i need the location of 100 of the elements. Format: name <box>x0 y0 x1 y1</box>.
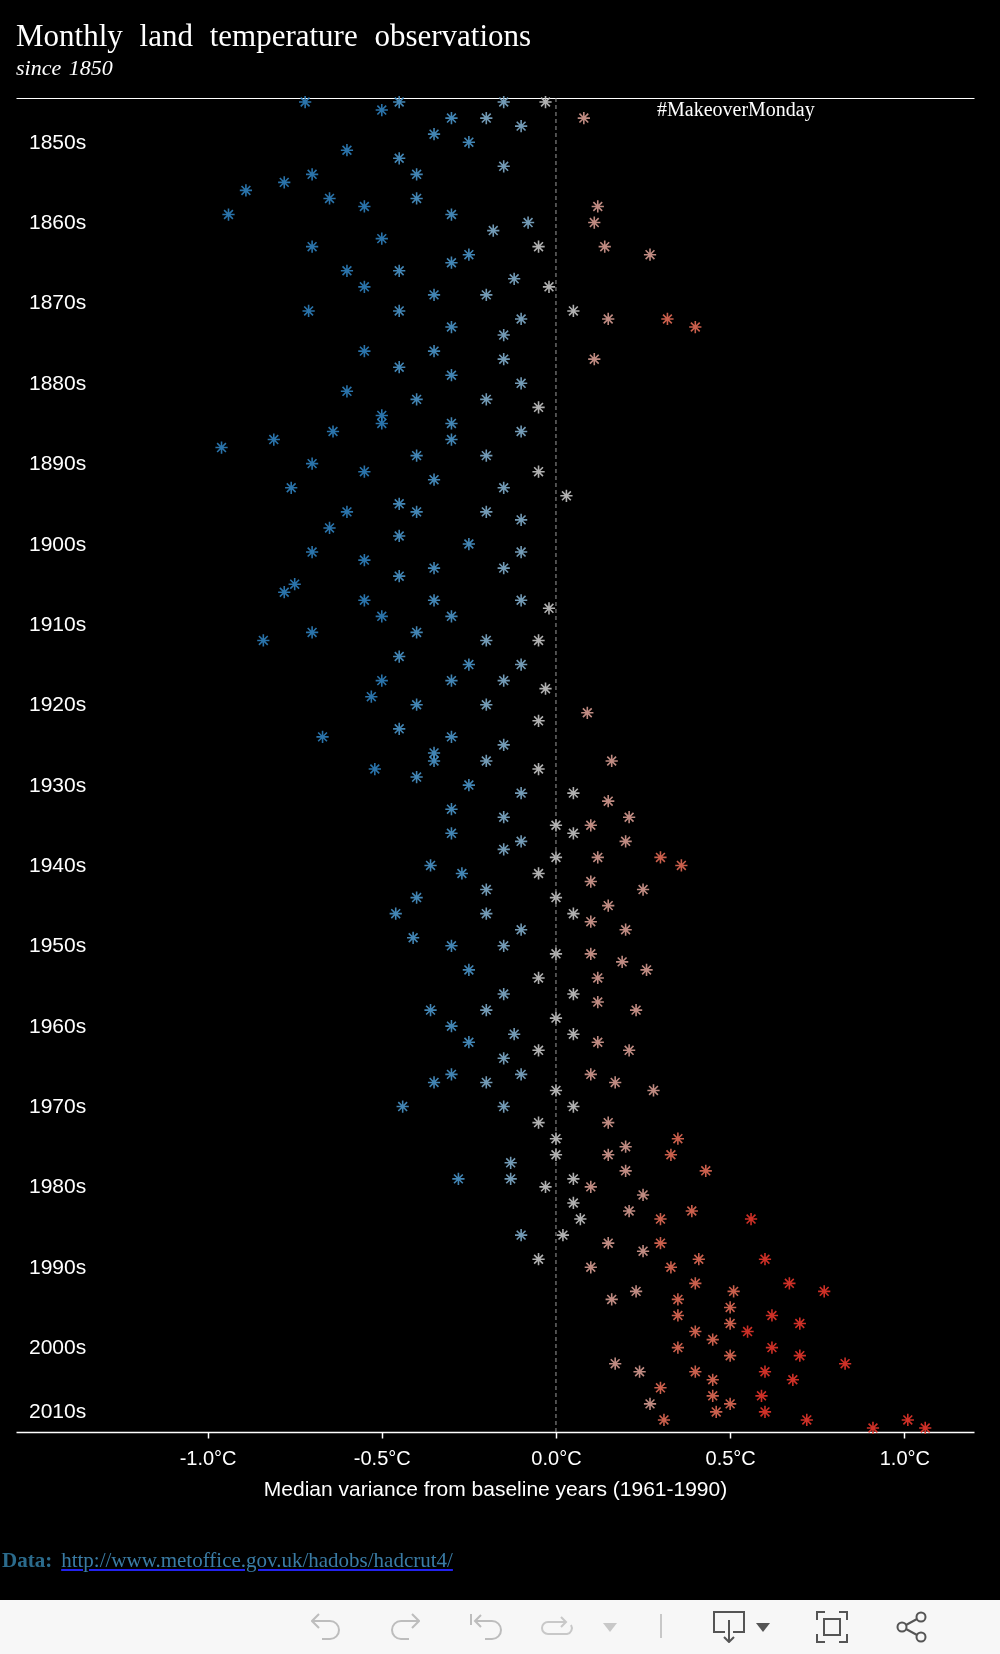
point <box>583 1260 598 1275</box>
point <box>653 1380 668 1395</box>
point <box>639 963 654 977</box>
point <box>427 746 441 760</box>
point <box>670 1292 685 1307</box>
x-tick-label: 0.5°C <box>705 1446 756 1469</box>
annotation: #MakeoverMonday <box>657 98 815 120</box>
point <box>740 1324 755 1339</box>
point <box>514 593 529 608</box>
point <box>622 1043 637 1058</box>
point <box>461 657 476 672</box>
point <box>688 320 703 334</box>
y-tick-label: 1910s <box>29 611 87 635</box>
point <box>866 1421 880 1435</box>
point <box>590 995 605 1009</box>
point <box>479 287 494 302</box>
point <box>531 464 546 479</box>
point <box>444 320 459 334</box>
point <box>531 1115 546 1130</box>
point <box>580 705 595 720</box>
point <box>357 464 372 479</box>
point <box>256 633 271 648</box>
point <box>284 480 299 495</box>
point <box>604 754 619 768</box>
point <box>629 1003 644 1018</box>
point <box>601 1147 616 1162</box>
point <box>792 1348 807 1363</box>
point <box>660 312 675 326</box>
point <box>479 111 494 126</box>
y-tick-label: 1850s <box>29 129 87 153</box>
point <box>357 279 372 294</box>
text: http://www.metoffice.gov.uk/hadobs/hadcrut4/ <box>61 1548 453 1572</box>
point <box>444 729 459 744</box>
point <box>723 1348 738 1363</box>
point <box>566 906 581 921</box>
point <box>409 504 424 519</box>
point <box>322 521 337 535</box>
point <box>566 1196 581 1210</box>
point <box>479 448 494 463</box>
point <box>653 850 668 865</box>
point <box>395 1099 410 1114</box>
point <box>479 1003 494 1018</box>
point <box>503 1171 518 1186</box>
point <box>503 1155 518 1170</box>
point <box>514 312 529 326</box>
point <box>340 504 354 519</box>
y-tick-label: 1940s <box>29 852 87 876</box>
point <box>618 834 633 849</box>
point <box>587 215 602 230</box>
point <box>374 231 389 246</box>
point <box>444 416 459 431</box>
point <box>496 1051 511 1066</box>
y-tick-label: 1980s <box>29 1174 87 1198</box>
point <box>688 1324 703 1339</box>
point <box>214 440 229 455</box>
point <box>514 834 529 849</box>
point <box>479 392 494 407</box>
point <box>427 472 441 487</box>
point <box>514 1067 529 1082</box>
point <box>427 754 441 768</box>
point <box>758 1364 772 1379</box>
point <box>583 914 598 929</box>
point <box>542 601 556 616</box>
chart-subtitle: since 1850 <box>16 55 113 80</box>
point <box>305 167 320 182</box>
point <box>758 1404 772 1419</box>
y-tick-label: 1880s <box>29 370 87 394</box>
point <box>507 1027 522 1042</box>
point <box>277 175 292 190</box>
x-tick-label: -1.0°C <box>179 1446 237 1469</box>
point <box>367 762 382 776</box>
point <box>765 1308 779 1323</box>
point <box>531 239 546 254</box>
point <box>461 778 476 793</box>
point <box>664 1147 678 1162</box>
point <box>601 794 616 809</box>
point <box>266 432 281 447</box>
point <box>601 1115 616 1130</box>
point <box>918 1421 933 1435</box>
point <box>653 1212 668 1226</box>
point <box>549 1147 563 1162</box>
point <box>636 882 650 897</box>
point <box>409 392 424 407</box>
point <box>301 304 316 318</box>
point <box>392 721 407 736</box>
point <box>364 689 379 704</box>
point <box>643 247 657 262</box>
point <box>670 1340 685 1355</box>
point <box>496 842 511 857</box>
point <box>670 1131 685 1146</box>
point <box>709 1404 724 1419</box>
y-tick-label: 1900s <box>29 531 87 555</box>
point <box>601 312 616 326</box>
point <box>486 223 501 238</box>
point <box>688 1364 703 1379</box>
point <box>496 987 511 1001</box>
y-tick-label: 1920s <box>29 692 87 716</box>
point <box>406 930 421 945</box>
point <box>566 826 581 841</box>
point <box>409 890 424 905</box>
